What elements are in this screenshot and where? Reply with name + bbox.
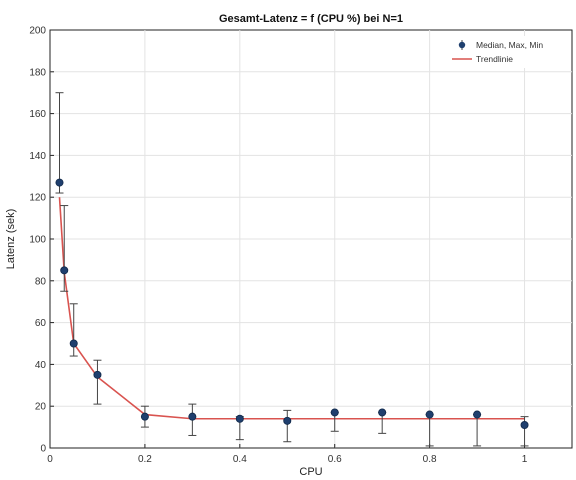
legend-box bbox=[450, 36, 566, 68]
median-point bbox=[235, 414, 244, 423]
x-tick-label: 0.2 bbox=[138, 454, 152, 465]
median-point bbox=[425, 410, 434, 419]
median-point bbox=[140, 412, 149, 421]
y-tick-label: 160 bbox=[29, 109, 46, 120]
legend-marker-symbol bbox=[458, 41, 466, 49]
grid bbox=[50, 30, 572, 448]
median-point bbox=[188, 412, 197, 421]
y-tick-label: 20 bbox=[35, 402, 47, 413]
x-tick-label: 0.4 bbox=[233, 454, 247, 465]
error-bar-point bbox=[235, 414, 244, 441]
error-bar-point bbox=[425, 410, 434, 447]
error-bar-point bbox=[378, 408, 387, 434]
x-tick-label: 0 bbox=[47, 454, 53, 465]
error-bar-point bbox=[520, 416, 529, 447]
error-bar-point bbox=[93, 359, 102, 405]
y-tick-label: 180 bbox=[29, 67, 46, 78]
y-tick-label: 0 bbox=[40, 444, 46, 455]
median-point bbox=[330, 408, 339, 417]
median-point bbox=[378, 408, 387, 417]
error-bar-point bbox=[140, 405, 149, 428]
legend-label-median: Median, Max, Min bbox=[476, 40, 543, 50]
legend-label-trend: Trendlinie bbox=[476, 54, 513, 64]
error-bar-point bbox=[473, 410, 482, 447]
y-tick-label: 200 bbox=[29, 26, 46, 37]
data-layer bbox=[55, 92, 529, 447]
y-tick-label: 60 bbox=[35, 318, 47, 329]
median-point bbox=[93, 370, 102, 379]
error-bar-point bbox=[60, 205, 69, 292]
y-tick-label: 120 bbox=[29, 193, 46, 204]
median-point bbox=[69, 339, 78, 348]
error-bar-point bbox=[55, 92, 64, 194]
median-point bbox=[520, 421, 529, 430]
y-tick-label: 100 bbox=[29, 235, 46, 246]
x-tick-label: 0.8 bbox=[423, 454, 437, 465]
x-axis-title: CPU bbox=[299, 466, 322, 478]
y-tick-label: 40 bbox=[35, 360, 47, 371]
median-point bbox=[55, 178, 64, 187]
y-tick-label: 80 bbox=[35, 276, 47, 287]
y-axis-title: Latenz (sek) bbox=[5, 209, 17, 270]
y-tick-label: 140 bbox=[29, 151, 46, 162]
trend-line bbox=[58, 197, 525, 420]
legend: Median, Max, Min Trendlinie bbox=[450, 36, 566, 68]
error-bar-point bbox=[69, 303, 78, 357]
median-point bbox=[60, 266, 69, 275]
x-tick-label: 1 bbox=[522, 454, 528, 465]
chart-title: Gesamt-Latenz = f (CPU %) bei N=1 bbox=[219, 13, 403, 25]
x-tick-label: 0.6 bbox=[328, 454, 342, 465]
axes: 0 20 40 60 80 100 120 140 160 180 200 0 0.2 0.4 0.6 0.8… bbox=[29, 26, 527, 466]
median-point bbox=[283, 416, 292, 425]
error-bar-point bbox=[188, 403, 197, 436]
error-bar-point bbox=[283, 409, 292, 443]
median-point bbox=[473, 410, 482, 419]
error-bar-point bbox=[330, 408, 339, 432]
